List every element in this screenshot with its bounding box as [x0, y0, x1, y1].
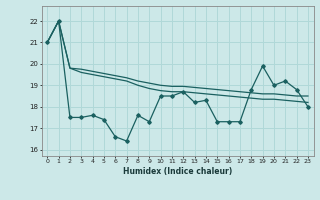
X-axis label: Humidex (Indice chaleur): Humidex (Indice chaleur) [123, 167, 232, 176]
